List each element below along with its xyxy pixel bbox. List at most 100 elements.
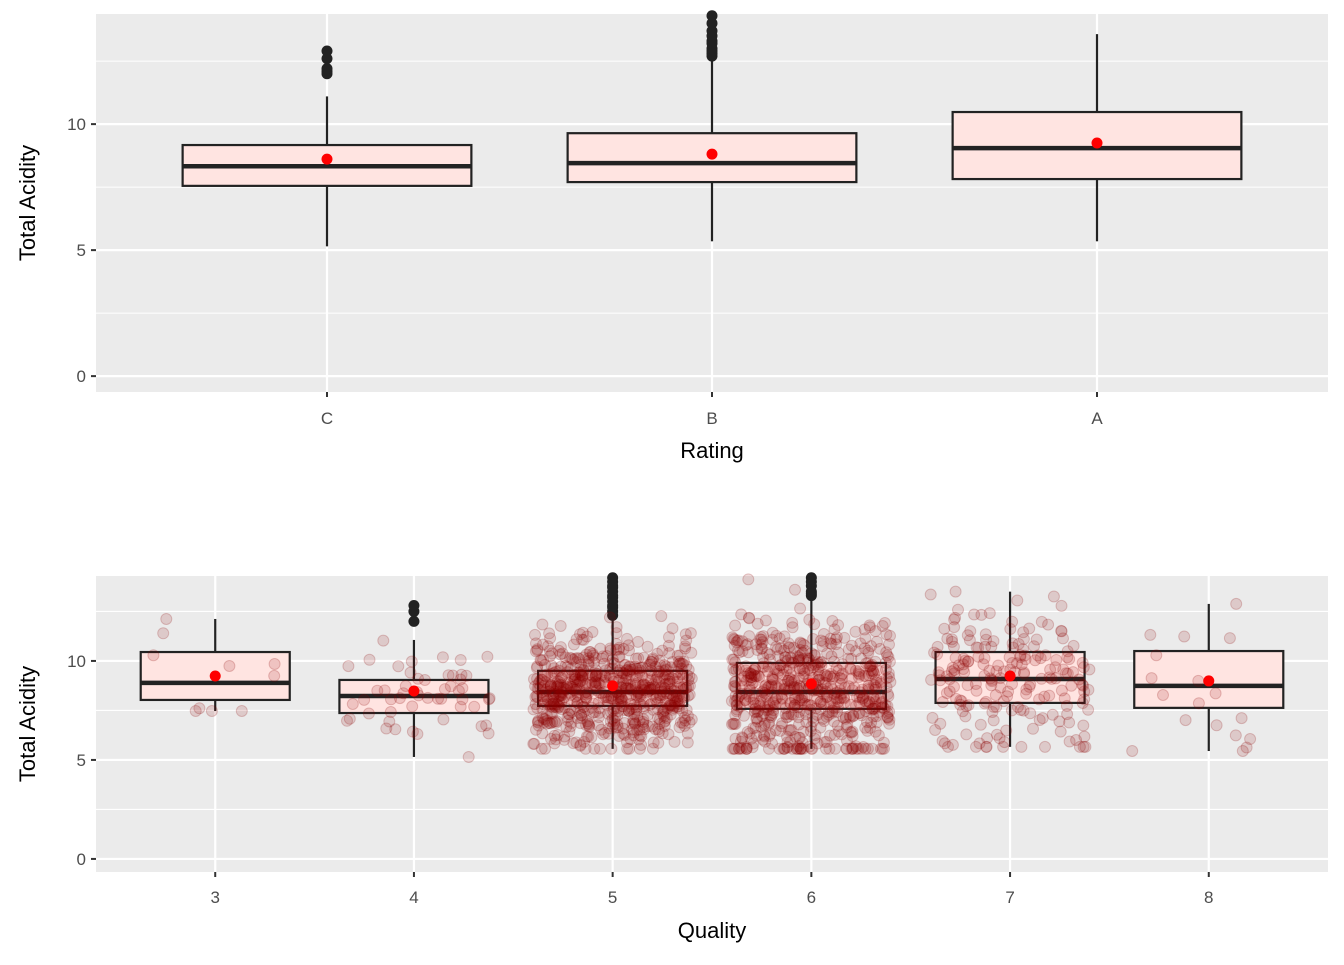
jitter-point — [621, 742, 634, 755]
jitter-point — [755, 631, 768, 643]
jitter-point — [968, 608, 981, 621]
jitter-point — [877, 736, 890, 749]
jitter-point — [856, 689, 869, 702]
jitter-point — [636, 661, 649, 674]
jitter-point — [667, 691, 680, 704]
jitter-point — [1126, 745, 1139, 757]
jitter-point — [1055, 599, 1068, 612]
jitter-point — [808, 649, 821, 662]
jitter-point — [955, 695, 968, 708]
jitter-point — [943, 673, 956, 686]
jitter-point — [758, 717, 771, 730]
jitter-point — [541, 697, 554, 710]
jitter-point — [981, 732, 994, 745]
jitter-point — [595, 669, 608, 682]
jitter-point — [612, 666, 625, 679]
jitter-point — [444, 680, 457, 693]
jitter-point — [578, 686, 591, 699]
jitter-point — [341, 714, 353, 727]
jitter-point — [869, 673, 882, 686]
jitter-point — [764, 727, 777, 740]
x-tick-label: 7 — [1005, 888, 1014, 907]
jitter-point — [786, 616, 799, 629]
jitter-point — [572, 673, 585, 686]
jitter-point — [630, 691, 643, 704]
jitter-point — [589, 670, 602, 683]
jitter-point — [751, 706, 764, 719]
jitter-point — [755, 690, 768, 703]
jitter-point — [773, 632, 786, 645]
jitter-point — [636, 669, 649, 682]
jitter-point — [454, 654, 467, 666]
jitter-point — [781, 674, 794, 687]
jitter-point — [793, 653, 805, 666]
jitter-point — [630, 701, 642, 714]
jitter-point — [590, 684, 603, 697]
jitter-point — [589, 706, 602, 718]
jitter-point — [532, 683, 545, 695]
jitter-point — [820, 735, 833, 748]
jitter-point — [538, 679, 551, 692]
jitter-point — [949, 611, 962, 624]
jitter-point — [583, 646, 596, 658]
jitter-point — [672, 690, 685, 703]
jitter-point — [728, 675, 741, 688]
jitter-point — [671, 666, 684, 678]
jitter-point — [728, 665, 741, 677]
jitter-point — [576, 633, 589, 646]
jitter-point — [604, 706, 617, 719]
jitter-point — [788, 691, 801, 704]
jitter-point — [787, 708, 800, 721]
jitter-point — [869, 625, 882, 638]
jitter-point — [826, 683, 839, 696]
jitter-point — [645, 683, 658, 696]
jitter-point — [589, 679, 602, 692]
jitter-point — [655, 610, 668, 623]
jitter-point — [616, 694, 629, 707]
jitter-point — [583, 669, 596, 681]
jitter-point — [829, 633, 842, 646]
box-iqr — [139, 650, 291, 702]
jitter-point — [847, 709, 860, 722]
jitter-point — [758, 701, 771, 714]
jitter-point — [638, 678, 651, 691]
jitter-point — [770, 663, 782, 676]
jitter-point — [563, 708, 576, 721]
jitter-point — [790, 742, 803, 755]
jitter-point — [824, 637, 837, 650]
jitter-point — [618, 704, 631, 716]
jitter-point — [610, 702, 623, 715]
jitter-point — [751, 712, 763, 725]
jitter-point — [655, 681, 668, 694]
jitter-point — [617, 727, 630, 740]
jitter-point — [562, 708, 575, 721]
jitter-point — [633, 664, 646, 677]
jitter-point — [797, 742, 810, 755]
jitter-point — [817, 635, 830, 648]
jitter-point — [780, 711, 793, 724]
jitter-point — [868, 702, 881, 715]
jitter-point — [884, 629, 896, 642]
jitter-point — [1033, 714, 1046, 726]
jitter-point — [792, 682, 805, 695]
mean-point — [209, 670, 221, 682]
jitter-point — [663, 677, 676, 690]
jitter-point — [800, 716, 813, 729]
jitter-point — [644, 683, 657, 696]
jitter-point — [774, 724, 787, 737]
jitter-point — [564, 720, 577, 733]
jitter-point — [552, 701, 564, 714]
jitter-point — [1004, 623, 1017, 635]
jitter-point — [730, 705, 743, 718]
jitter-point — [751, 644, 764, 656]
jitter-point — [741, 696, 754, 709]
jitter-point — [783, 672, 796, 685]
jitter-point — [757, 657, 770, 670]
jitter-point — [651, 671, 664, 684]
jitter-point — [846, 742, 859, 755]
jitter-point — [621, 682, 634, 695]
jitter-point — [855, 652, 867, 665]
jitter-point — [653, 725, 666, 738]
jitter-point — [782, 641, 795, 654]
jitter-point — [555, 671, 568, 684]
